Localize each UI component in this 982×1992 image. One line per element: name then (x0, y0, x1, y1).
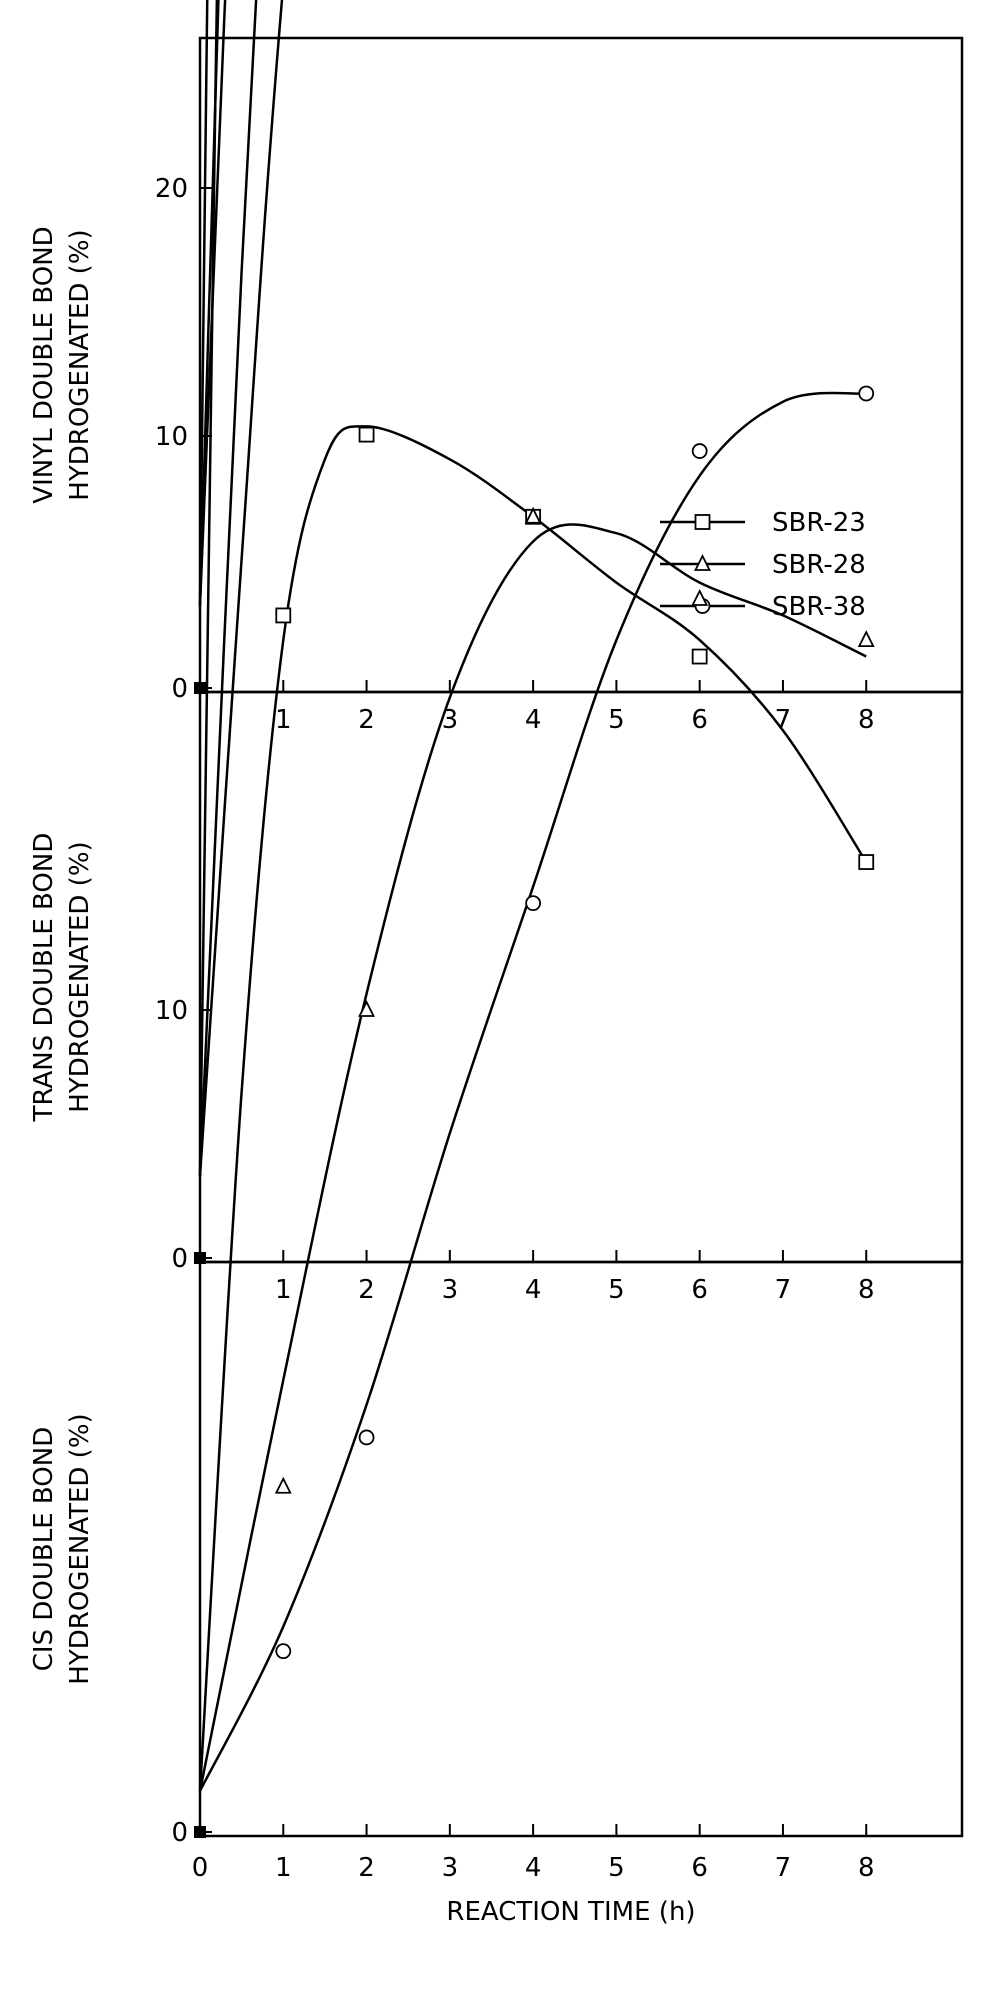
series-line (198, 425, 868, 1791)
legend-marker-triangle (694, 553, 711, 571)
y-tick-label: 0 (171, 674, 188, 704)
x-tick-label: 5 (608, 1853, 625, 1883)
series-sbr-38 (198, 0, 284, 1176)
x-tick-label: 3 (442, 1853, 459, 1883)
y-axis-title: CIS DOUBLE BOND (29, 1427, 59, 1671)
data-point-triangle (524, 506, 542, 524)
origin-marker (194, 1826, 206, 1838)
data-point-triangle (358, 999, 376, 1017)
y-axis-title: HYDROGENATED (%) (65, 1413, 95, 1684)
series-line (198, 523, 867, 1792)
series-line (198, 391, 867, 1792)
x-axis-title: REACTION TIME (h) (446, 1897, 695, 1927)
data-point-square (275, 607, 292, 624)
data-point-triangle (857, 630, 875, 647)
data-point-circle (358, 1429, 375, 1446)
x-tick-label: 6 (691, 705, 708, 735)
y-tick-label: 10 (155, 996, 188, 1026)
y-axis-title: HYDROGENATED (%) (65, 841, 95, 1112)
series-line (198, 0, 219, 1176)
y-tick-label: 0 (171, 1244, 188, 1274)
series-line (198, 0, 284, 1176)
series-line (198, 0, 257, 1176)
x-tick-label: 5 (608, 705, 625, 735)
legend-label: SBR-28 (772, 550, 866, 580)
series-sbr-28 (198, 506, 875, 1792)
legend-label: SBR-23 (772, 508, 866, 538)
data-point-circle (858, 385, 875, 402)
x-tick-label: 6 (691, 1275, 708, 1305)
y-axis-title: VINYL DOUBLE BOND (29, 226, 59, 503)
series-sbr-38 (198, 385, 875, 1792)
y-axis-title: TRANS DOUBLE BOND (29, 833, 59, 1123)
x-tick-label: 1 (275, 1275, 292, 1305)
plot-frame (198, 1260, 964, 1838)
x-tick-label: 7 (775, 705, 792, 735)
x-tick-label: 8 (858, 705, 875, 735)
x-tick-label: 4 (525, 1853, 542, 1883)
y-axis-title: HYDROGENATED (%) (65, 229, 95, 500)
x-tick-label: 8 (858, 1853, 875, 1883)
data-point-circle (275, 1643, 292, 1660)
data-point-circle (525, 895, 542, 912)
legend-marker-square (694, 514, 711, 530)
panel-3: 0102030405060012345678CIS DOUBLE BONDHYD… (29, 174, 964, 1927)
panel-2: 010203040506012345678TRANS DOUBLE BONDHY… (29, 0, 964, 1305)
x-tick-label: 2 (358, 1275, 375, 1305)
series-sbr-28 (198, 0, 257, 1176)
data-point-square (858, 854, 875, 870)
x-tick-label: 2 (358, 705, 375, 735)
x-tick-label: 4 (525, 1275, 542, 1305)
x-tick-label: 2 (358, 1853, 375, 1883)
panel-1: 0102030405060708012345678VINYL DOUBLE BO… (29, 0, 964, 735)
x-tick-label: 1 (275, 1853, 292, 1883)
x-tick-label: 4 (525, 705, 542, 735)
x-tick-label: 8 (858, 1275, 875, 1305)
data-point-triangle (274, 1476, 292, 1494)
x-tick-label: 7 (775, 1275, 792, 1305)
x-tick-label: 5 (608, 1275, 625, 1305)
x-tick-label: 3 (442, 1275, 459, 1305)
x-tick-label: 1 (275, 705, 292, 735)
x-tick-label: 6 (691, 1853, 708, 1883)
data-point-circle (691, 443, 708, 459)
data-point-square (691, 648, 708, 665)
data-point-triangle (691, 588, 709, 606)
y-tick-label: 20 (155, 174, 188, 204)
x-tick-label: 3 (442, 705, 459, 735)
y-tick-label: 0 (171, 1818, 188, 1848)
plot-frame (198, 690, 964, 1264)
y-tick-label: 10 (155, 422, 188, 452)
x-tick-label: 0 (192, 1853, 209, 1883)
data-point-square (358, 426, 375, 443)
series-sbr-23 (198, 0, 219, 1176)
x-tick-label: 7 (775, 1853, 792, 1883)
